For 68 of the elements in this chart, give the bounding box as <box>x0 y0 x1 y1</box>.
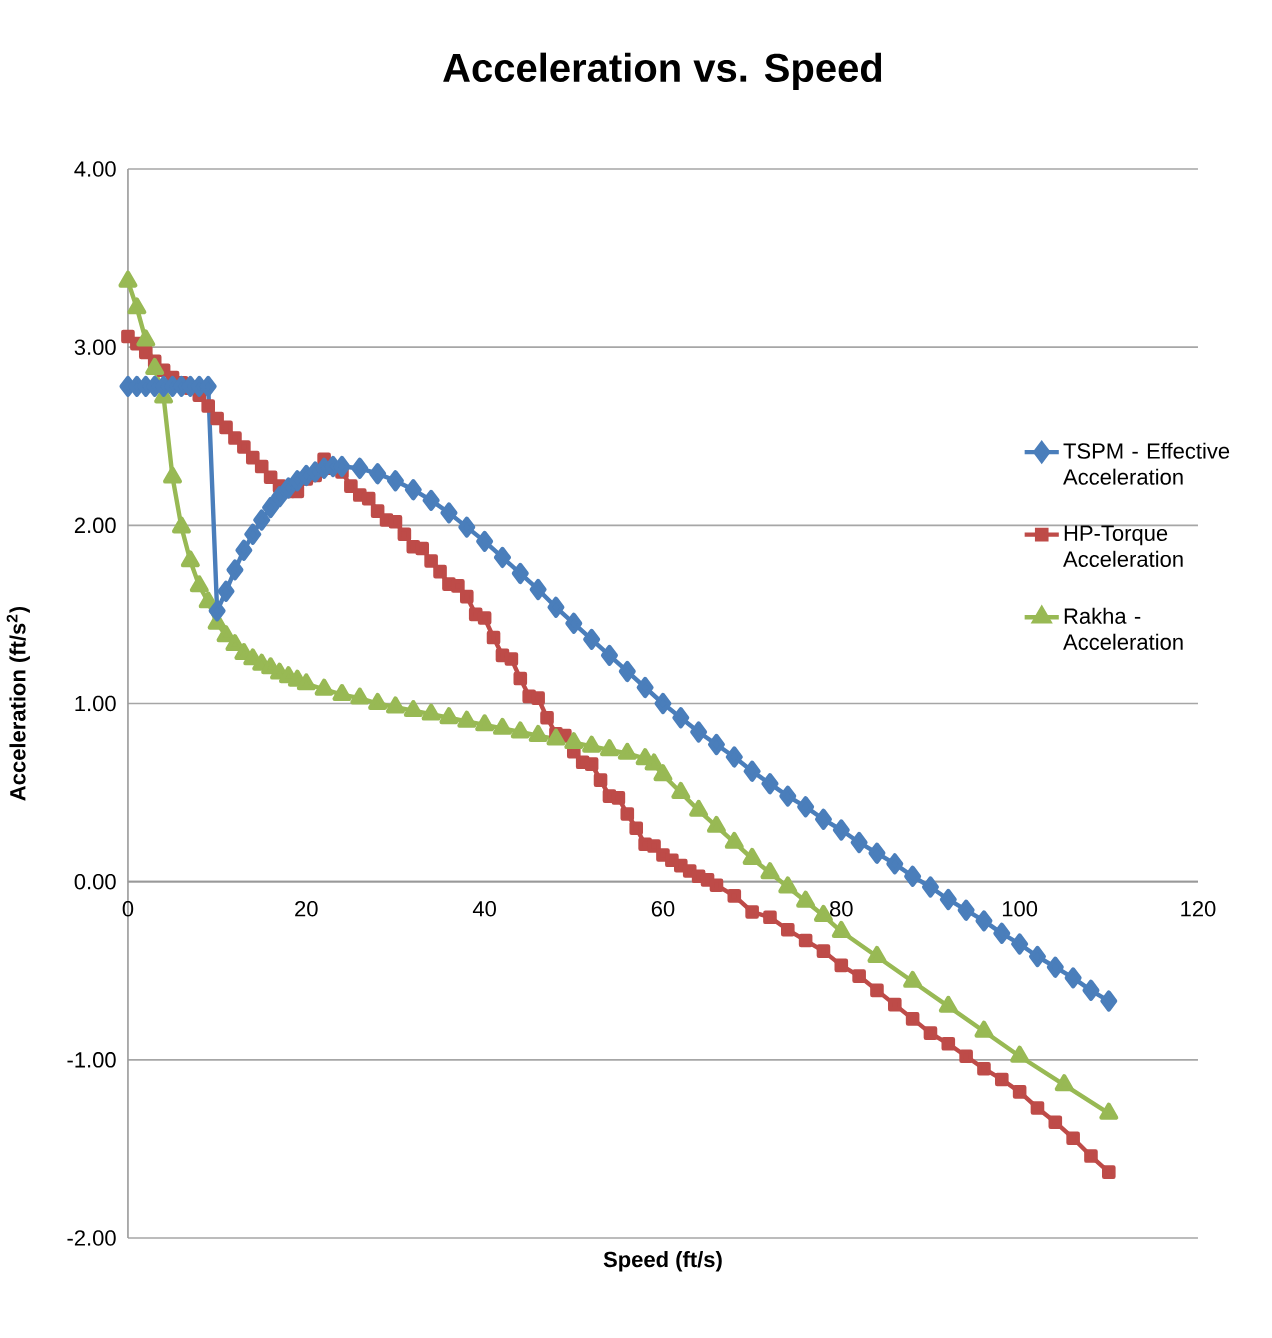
point <box>368 692 388 710</box>
point <box>172 516 191 534</box>
point <box>118 270 138 288</box>
point <box>831 920 851 938</box>
point <box>198 591 218 609</box>
point <box>145 357 165 375</box>
point <box>582 735 602 753</box>
x-tick-label: 80 <box>830 901 853 917</box>
point <box>136 329 156 347</box>
point <box>189 575 209 593</box>
x-tick-label: 120 <box>1181 901 1216 917</box>
point <box>564 732 584 750</box>
x-tick-label: 60 <box>651 901 675 917</box>
point <box>1010 1045 1030 1063</box>
point <box>457 710 477 728</box>
point <box>724 831 744 849</box>
point <box>314 678 334 696</box>
point <box>867 945 887 963</box>
point <box>1099 1102 1119 1120</box>
point <box>689 799 709 817</box>
y-tick-label: 4.00 <box>74 161 116 177</box>
chart-title: Acceleration vs. Speed <box>443 52 882 90</box>
point <box>671 781 691 799</box>
point <box>707 815 726 833</box>
point <box>644 753 664 771</box>
y-tick-label: 3.00 <box>74 339 116 355</box>
y-tick-label: -2.00 <box>67 1230 116 1246</box>
x-tick-label: 100 <box>1002 901 1038 917</box>
point <box>332 683 352 701</box>
point <box>163 466 183 484</box>
point <box>510 721 530 739</box>
y-tick-label: 1.00 <box>75 695 116 712</box>
point <box>421 703 441 721</box>
point <box>742 847 762 865</box>
point <box>475 714 495 732</box>
point <box>617 742 637 760</box>
point <box>1054 1074 1074 1092</box>
point <box>386 696 405 714</box>
point <box>225 634 245 652</box>
x-axis-title: Speed (ft/s) <box>603 1251 722 1272</box>
y-tick-label: 2.00 <box>74 517 116 534</box>
point <box>180 550 200 568</box>
x-tick-label: 0 <box>122 901 134 917</box>
y-tick-label: 0.00 <box>74 873 116 890</box>
point <box>974 1020 994 1038</box>
point <box>760 862 780 880</box>
x-tick-label: 20 <box>295 901 318 917</box>
legend-label: TSPM - Effective Acceleration <box>1063 442 1230 485</box>
point <box>439 707 459 725</box>
point <box>938 995 958 1013</box>
point <box>296 673 316 691</box>
y-tick-label: -1.00 <box>67 1052 116 1068</box>
y-axis-title: Acceleration (ft/s$^{2}$) <box>6 606 30 801</box>
point <box>903 970 923 988</box>
point <box>528 724 548 742</box>
point <box>350 687 370 705</box>
point <box>778 876 798 894</box>
point <box>796 890 816 908</box>
point <box>403 700 423 718</box>
legend-label: HP-Torque Acceleration <box>1063 525 1183 567</box>
point <box>127 297 147 315</box>
point <box>600 739 619 757</box>
point <box>653 764 673 782</box>
legend-label: Rakha - Acceleration <box>1063 607 1183 650</box>
x-tick-label: 40 <box>472 901 496 917</box>
point <box>493 717 512 735</box>
point <box>216 625 236 643</box>
point <box>546 728 566 746</box>
